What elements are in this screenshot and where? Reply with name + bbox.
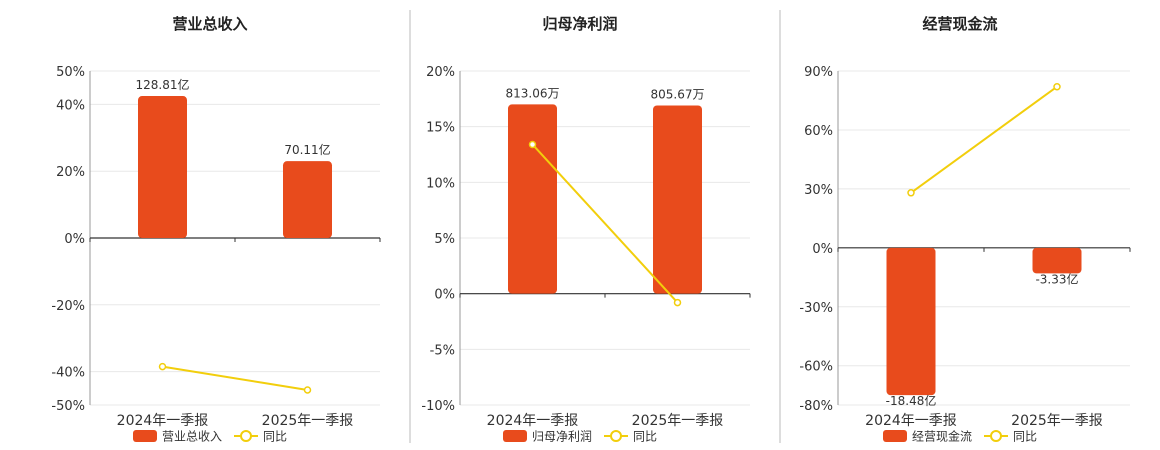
x-tick-label: 2024年一季报 <box>487 413 579 429</box>
x-tick-label: 2025年一季报 <box>262 413 354 429</box>
legend-line-label: 同比 <box>633 430 657 444</box>
y-tick-label: 0% <box>812 242 833 257</box>
yoy-point <box>907 189 915 197</box>
y-tick-label: 20% <box>56 165 85 180</box>
legend-bar-swatch <box>883 430 907 442</box>
chart-title: 经营现金流 <box>922 15 997 33</box>
legend-bar-swatch <box>503 430 527 442</box>
y-tick-label: -80% <box>799 399 833 414</box>
bar <box>138 96 187 238</box>
x-tick-label: 2024年一季报 <box>117 413 209 429</box>
x-tick-label: 2025年一季报 <box>632 413 724 429</box>
yoy-point <box>1053 82 1061 91</box>
y-tick-label: 40% <box>56 98 85 113</box>
legend-bar-swatch <box>133 430 157 442</box>
y-tick-label: 60% <box>804 124 833 139</box>
y-tick-label: 0% <box>64 232 85 247</box>
y-tick-label: -30% <box>799 301 833 316</box>
legend-line-marker <box>610 430 622 442</box>
legend-bar-label: 归母净利润 <box>532 430 592 444</box>
y-tick-label: -5% <box>430 343 455 358</box>
x-tick-label: 2025年一季报 <box>1011 413 1103 429</box>
legend-line-marker <box>240 430 252 442</box>
yoy-point <box>158 362 167 371</box>
bar <box>283 161 332 238</box>
bar <box>653 105 702 294</box>
y-tick-label: -10% <box>421 399 455 414</box>
legend-line-marker <box>990 430 1002 442</box>
yoy-line <box>162 365 308 391</box>
yoy-line <box>910 85 1058 194</box>
y-tick-label: -20% <box>51 299 85 314</box>
bar-value-label: 813.06万 <box>506 86 560 100</box>
x-tick-label: 2024年一季报 <box>865 413 957 429</box>
yoy-point <box>303 386 312 394</box>
y-tick-label: 15% <box>426 121 455 136</box>
bar <box>886 247 936 396</box>
legend-line-label: 同比 <box>1013 430 1037 444</box>
bar-value-label: -18.48亿 <box>886 393 937 408</box>
y-tick-label: 50% <box>56 65 85 80</box>
y-tick-label: 5% <box>434 232 455 247</box>
bar <box>508 104 557 294</box>
y-tick-label: 0% <box>434 288 455 303</box>
yoy-line <box>531 143 679 304</box>
legend-bar-label: 经营现金流 <box>912 429 972 444</box>
chart-title: 归母净利润 <box>542 15 617 33</box>
chart-title: 营业总收入 <box>172 15 247 33</box>
legend-line-label: 同比 <box>263 430 287 444</box>
y-tick-label: 20% <box>426 65 455 80</box>
yoy-point <box>673 298 682 307</box>
legend-bar-label: 营业总收入 <box>162 430 222 444</box>
y-tick-label: -60% <box>799 360 833 375</box>
y-tick-label: 10% <box>426 176 455 191</box>
y-tick-label: 30% <box>804 183 833 198</box>
bar-value-label: 805.67万 <box>651 88 705 102</box>
yoy-point <box>528 140 537 149</box>
bar <box>1032 247 1082 274</box>
bar-value-label: -3.33亿 <box>1035 271 1078 286</box>
y-tick-label: -50% <box>51 399 85 414</box>
y-tick-label: 90% <box>804 65 833 80</box>
y-tick-label: -40% <box>51 366 85 381</box>
bar-value-label: 70.11亿 <box>284 142 330 157</box>
bar-value-label: 128.81亿 <box>136 77 190 92</box>
